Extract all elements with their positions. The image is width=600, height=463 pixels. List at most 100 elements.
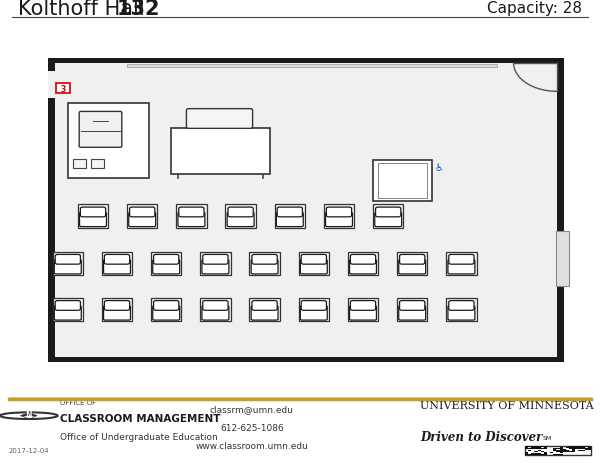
Text: Capacity: 28: Capacity: 28 xyxy=(487,1,582,16)
FancyBboxPatch shape xyxy=(399,260,425,275)
FancyBboxPatch shape xyxy=(53,252,83,275)
FancyBboxPatch shape xyxy=(55,64,557,357)
FancyBboxPatch shape xyxy=(301,255,326,264)
FancyBboxPatch shape xyxy=(277,213,303,227)
FancyBboxPatch shape xyxy=(171,129,270,175)
Text: N: N xyxy=(26,410,32,419)
FancyBboxPatch shape xyxy=(153,306,179,320)
FancyBboxPatch shape xyxy=(275,205,305,228)
FancyBboxPatch shape xyxy=(449,301,474,311)
FancyBboxPatch shape xyxy=(227,213,254,227)
Text: OFFICE OF: OFFICE OF xyxy=(60,399,96,405)
FancyBboxPatch shape xyxy=(179,208,204,217)
FancyBboxPatch shape xyxy=(48,72,56,99)
Text: 612-625-1086: 612-625-1086 xyxy=(220,423,284,432)
Text: CLASSROOM MANAGEMENT: CLASSROOM MANAGEMENT xyxy=(60,413,221,423)
FancyBboxPatch shape xyxy=(350,306,376,320)
FancyBboxPatch shape xyxy=(446,252,476,275)
FancyBboxPatch shape xyxy=(226,205,256,228)
Text: SM: SM xyxy=(543,435,552,440)
FancyBboxPatch shape xyxy=(200,252,230,275)
Text: www.classroom.umn.edu: www.classroom.umn.edu xyxy=(196,441,308,450)
FancyBboxPatch shape xyxy=(348,298,378,321)
FancyBboxPatch shape xyxy=(448,260,475,275)
FancyBboxPatch shape xyxy=(397,298,427,321)
FancyBboxPatch shape xyxy=(202,306,229,320)
FancyBboxPatch shape xyxy=(203,255,228,264)
FancyBboxPatch shape xyxy=(154,255,179,264)
FancyBboxPatch shape xyxy=(79,112,122,148)
FancyBboxPatch shape xyxy=(556,232,569,286)
FancyBboxPatch shape xyxy=(127,205,157,228)
FancyBboxPatch shape xyxy=(130,208,155,217)
FancyBboxPatch shape xyxy=(400,255,425,264)
FancyBboxPatch shape xyxy=(399,306,425,320)
FancyBboxPatch shape xyxy=(375,213,401,227)
FancyBboxPatch shape xyxy=(80,208,106,217)
FancyBboxPatch shape xyxy=(104,260,130,275)
FancyBboxPatch shape xyxy=(301,306,327,320)
FancyBboxPatch shape xyxy=(202,260,229,275)
FancyBboxPatch shape xyxy=(151,252,181,275)
FancyBboxPatch shape xyxy=(104,306,130,320)
FancyBboxPatch shape xyxy=(55,260,81,275)
Text: Kolthoff Hall: Kolthoff Hall xyxy=(18,0,151,19)
FancyBboxPatch shape xyxy=(200,298,230,321)
Text: UNIVERSITY OF MINNESOTA: UNIVERSITY OF MINNESOTA xyxy=(420,400,593,411)
FancyBboxPatch shape xyxy=(299,252,329,275)
FancyBboxPatch shape xyxy=(129,213,155,227)
Text: ♿: ♿ xyxy=(435,163,444,173)
FancyBboxPatch shape xyxy=(91,160,104,169)
FancyBboxPatch shape xyxy=(397,252,427,275)
FancyBboxPatch shape xyxy=(154,301,179,311)
FancyBboxPatch shape xyxy=(251,260,278,275)
FancyBboxPatch shape xyxy=(378,164,427,199)
FancyBboxPatch shape xyxy=(53,298,83,321)
FancyBboxPatch shape xyxy=(350,301,376,311)
Text: 2017-12-04: 2017-12-04 xyxy=(8,448,49,453)
FancyBboxPatch shape xyxy=(68,104,149,178)
FancyBboxPatch shape xyxy=(252,255,277,264)
FancyBboxPatch shape xyxy=(73,160,86,169)
FancyBboxPatch shape xyxy=(250,298,280,321)
FancyBboxPatch shape xyxy=(153,260,179,275)
FancyBboxPatch shape xyxy=(326,208,352,217)
FancyBboxPatch shape xyxy=(104,301,130,311)
FancyBboxPatch shape xyxy=(102,298,132,321)
FancyBboxPatch shape xyxy=(48,59,564,362)
FancyBboxPatch shape xyxy=(251,306,278,320)
FancyBboxPatch shape xyxy=(55,255,80,264)
FancyBboxPatch shape xyxy=(277,208,302,217)
FancyBboxPatch shape xyxy=(127,64,497,68)
FancyBboxPatch shape xyxy=(80,213,106,227)
FancyBboxPatch shape xyxy=(350,255,376,264)
FancyBboxPatch shape xyxy=(449,255,474,264)
FancyBboxPatch shape xyxy=(252,301,277,311)
Text: Office of Undergraduate Education: Office of Undergraduate Education xyxy=(60,432,218,441)
FancyBboxPatch shape xyxy=(55,301,80,311)
FancyBboxPatch shape xyxy=(104,255,130,264)
FancyBboxPatch shape xyxy=(56,84,70,94)
FancyBboxPatch shape xyxy=(151,298,181,321)
FancyBboxPatch shape xyxy=(348,252,378,275)
FancyBboxPatch shape xyxy=(203,301,228,311)
FancyBboxPatch shape xyxy=(301,301,326,311)
FancyBboxPatch shape xyxy=(301,260,327,275)
FancyBboxPatch shape xyxy=(373,161,432,202)
FancyBboxPatch shape xyxy=(400,301,425,311)
FancyBboxPatch shape xyxy=(78,205,108,228)
FancyBboxPatch shape xyxy=(299,298,329,321)
FancyBboxPatch shape xyxy=(102,252,132,275)
Polygon shape xyxy=(21,416,37,419)
FancyBboxPatch shape xyxy=(448,306,475,320)
FancyBboxPatch shape xyxy=(178,213,205,227)
FancyBboxPatch shape xyxy=(376,208,401,217)
FancyBboxPatch shape xyxy=(176,205,206,228)
Circle shape xyxy=(0,413,58,419)
FancyBboxPatch shape xyxy=(525,446,591,455)
Text: classrm@umn.edu: classrm@umn.edu xyxy=(210,404,294,413)
Text: Driven to Discover: Driven to Discover xyxy=(420,430,542,443)
FancyBboxPatch shape xyxy=(373,205,403,228)
FancyBboxPatch shape xyxy=(187,109,253,129)
FancyBboxPatch shape xyxy=(324,205,354,228)
